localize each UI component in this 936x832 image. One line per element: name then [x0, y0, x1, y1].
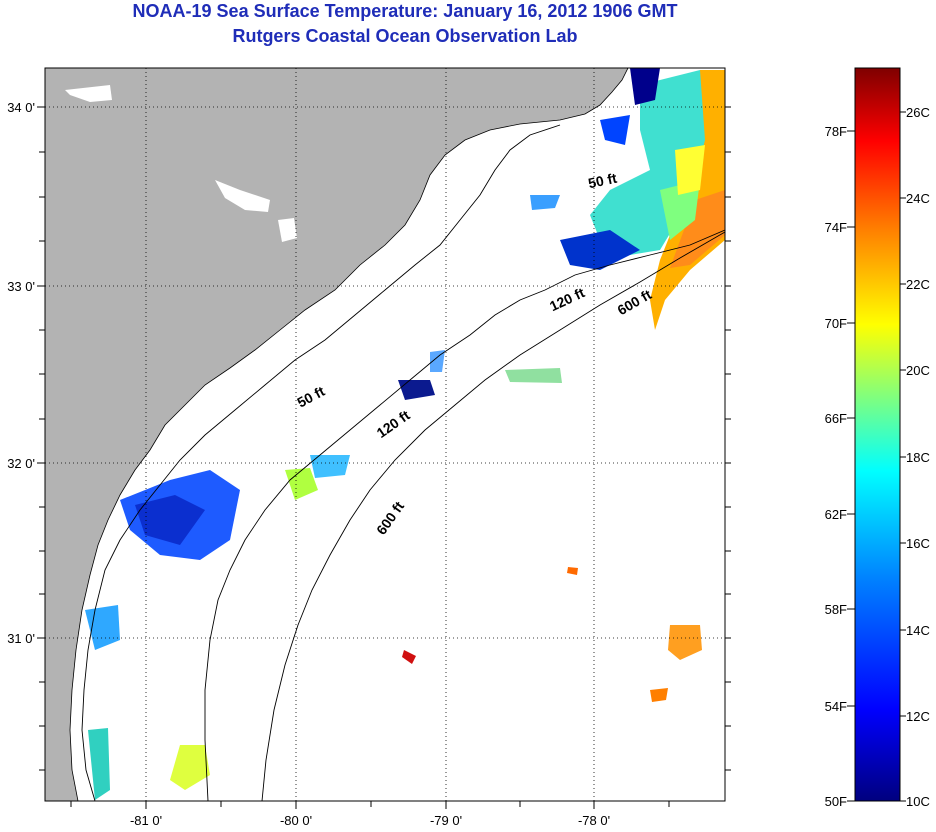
contour-120ft — [204, 229, 725, 801]
y-tick-label: 33 0' — [7, 279, 35, 294]
colorbar-f-label: 54F — [825, 699, 847, 714]
colorbar-c-label: 14C — [906, 623, 930, 638]
colorbar-c-label: 16C — [906, 536, 930, 551]
colorbar-f-label: 62F — [825, 507, 847, 522]
contour-600ft — [261, 231, 725, 801]
colorbar-c-label: 10C — [906, 794, 930, 809]
land-mass — [45, 68, 629, 801]
y-tick-label: 31 0' — [7, 631, 35, 646]
colorbar-c-label: 20C — [906, 363, 930, 378]
contour-label: 50 ft — [587, 170, 619, 192]
y-tick-label: 34 0' — [7, 100, 35, 115]
x-tick-label: -80 0' — [280, 813, 312, 828]
colorbar-c-label: 22C — [906, 277, 930, 292]
map-title: NOAA-19 Sea Surface Temperature: January… — [132, 1, 678, 21]
color-bar — [854, 67, 901, 802]
colorbar-c-label: 12C — [906, 709, 930, 724]
x-tick-label: -78 0' — [578, 813, 610, 828]
colorbar-c-label: 26C — [906, 105, 930, 120]
grid-lines — [45, 68, 725, 801]
x-tick-label: -81 0' — [130, 813, 162, 828]
colorbar-f-label: 50F — [825, 794, 847, 809]
colorbar-f-label: 66F — [825, 411, 847, 426]
colorbar-c-label: 18C — [906, 450, 930, 465]
axis-ticks — [37, 106, 731, 809]
colorbar-f-label: 70F — [825, 316, 847, 331]
map-border — [44, 67, 726, 802]
colorbar-f-label: 74F — [825, 220, 847, 235]
x-tick-label: -79 0' — [430, 813, 462, 828]
contour-50ft — [81, 124, 561, 801]
lake — [278, 218, 297, 242]
map-subtitle: Rutgers Coastal Ocean Observation Lab — [232, 26, 578, 46]
lake — [215, 180, 270, 212]
y-tick-label: 32 0' — [7, 456, 35, 471]
lake — [65, 85, 112, 102]
colorbar-f-label: 78F — [825, 124, 847, 139]
colorbar-f-label: 58F — [825, 602, 847, 617]
colorbar-c-label: 24C — [906, 191, 930, 206]
colorbar-ticks — [847, 111, 906, 802]
